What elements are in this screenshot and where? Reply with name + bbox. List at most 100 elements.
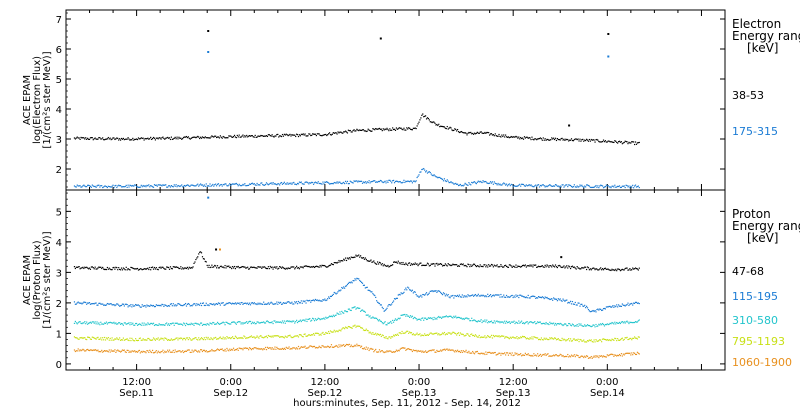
- proton-series-2-point: [376, 319, 379, 321]
- proton-series-0-point: [505, 265, 508, 268]
- electron-series-1-point: [504, 183, 506, 185]
- electron-series-1-point: [510, 183, 512, 186]
- proton-series-3-point: [482, 336, 484, 338]
- proton-series-4-point: [535, 354, 537, 356]
- electron-series-0-point: [599, 141, 601, 143]
- electron-series-1-point: [73, 185, 76, 187]
- proton-series-3-point: [282, 336, 285, 338]
- proton-series-2-point: [593, 324, 595, 326]
- proton-series-1-point: [479, 295, 481, 297]
- proton-series-2-point: [109, 321, 111, 323]
- proton-series-2-point: [247, 322, 249, 324]
- proton-series-3-point: [150, 339, 152, 341]
- proton-series-0-point: [179, 267, 181, 270]
- electron-series-1-point: [612, 185, 614, 187]
- proton-series-3-point: [112, 339, 114, 341]
- proton-series-3-point: [365, 328, 367, 330]
- proton-series-1-point: [509, 296, 511, 298]
- proton-series-2-point: [263, 321, 265, 323]
- electron-series-0-point: [115, 138, 117, 140]
- proton-series-2-point: [573, 325, 575, 327]
- electron-series-0-point: [481, 132, 483, 134]
- proton-series-4-point: [489, 351, 491, 353]
- electron-series-1-point: [636, 185, 639, 188]
- proton-series-1-point: [320, 300, 322, 302]
- proton-series-4-point: [526, 354, 528, 356]
- proton-series-1-point: [489, 295, 491, 297]
- proton-series-4-point: [411, 350, 414, 353]
- proton-series-3-point: [489, 336, 491, 338]
- proton-series-2-point: [221, 322, 223, 324]
- electron-series-0-point: [91, 137, 93, 139]
- proton-series-0-point: [381, 263, 383, 265]
- electron-series-0-point: [340, 131, 342, 133]
- electron-series-0-point: [182, 137, 184, 140]
- electron-series-0-point: [216, 136, 218, 139]
- electron-series-0-point: [162, 136, 164, 138]
- proton-series-4-point: [95, 349, 97, 351]
- proton-series-0-point: [328, 264, 331, 267]
- proton-series-2-point: [546, 323, 548, 325]
- electron-series-1-point: [441, 178, 443, 180]
- proton-series-2-point: [388, 322, 390, 325]
- proton-series-1-point: [122, 303, 124, 305]
- proton-series-4-point: [307, 347, 309, 349]
- proton-series-2-point: [543, 322, 545, 325]
- proton-series-4-point: [509, 352, 511, 354]
- proton-series-4-point: [160, 351, 162, 353]
- proton-series-0-point: [167, 266, 170, 269]
- electron-series-1-point: [554, 184, 557, 186]
- proton-series-1-point: [267, 302, 269, 304]
- electron-series-0-point: [371, 130, 373, 132]
- proton-series-1-point: [481, 295, 483, 297]
- proton-series-3-point: [310, 334, 312, 337]
- proton-series-0-point: [175, 266, 177, 268]
- proton-series-2-point: [637, 320, 639, 322]
- electron-series-0-point: [303, 134, 305, 136]
- proton-series-3-point: [83, 337, 85, 339]
- electron-series-1-point: [146, 184, 148, 187]
- electron-series-1-point: [530, 184, 532, 186]
- proton-series-4-point: [407, 348, 409, 350]
- proton-series-2-point: [183, 322, 185, 324]
- proton-series-1-point: [392, 300, 395, 302]
- proton-series-4-point: [439, 350, 441, 352]
- proton-series-2-point: [469, 320, 471, 322]
- electron-series-1-point: [106, 186, 108, 189]
- proton-series-3-point: [225, 338, 227, 340]
- electron-series-0-point: [105, 138, 108, 140]
- electron-series-1-point: [505, 183, 508, 185]
- electron-series-1-point: [296, 183, 298, 186]
- electron-series-0-point: [596, 138, 598, 141]
- proton-series-4-point: [186, 349, 189, 351]
- electron-series-0-point: [328, 132, 331, 134]
- proton-series-2-point: [238, 321, 240, 323]
- proton-series-1-point: [407, 286, 409, 288]
- proton-series-1-point: [245, 302, 247, 304]
- proton-series-4-point: [522, 354, 525, 356]
- proton-series-1-point: [87, 302, 89, 304]
- electron-series-0-point: [305, 135, 307, 137]
- proton-series-0-point: [378, 261, 381, 263]
- proton-series-3-point: [190, 339, 192, 341]
- proton-series-3-point: [590, 339, 592, 341]
- electron-series-1-point: [95, 186, 97, 188]
- proton-series-1-point: [139, 306, 141, 308]
- proton-series-1-point: [174, 304, 176, 306]
- proton-series-1-point: [340, 289, 342, 291]
- proton-series-4-point: [73, 349, 76, 351]
- electron-series-0-point: [150, 136, 152, 139]
- proton-series-1-point: [395, 297, 398, 299]
- proton-series-0-point: [529, 264, 531, 266]
- proton-series-1-point: [241, 301, 243, 304]
- proton-series-2-point: [565, 323, 567, 325]
- proton-series-3-point: [266, 337, 269, 339]
- proton-series-2-point: [426, 318, 429, 320]
- electron-series-0-point: [563, 138, 565, 140]
- electron-series-0-point: [384, 128, 386, 130]
- proton-series-3-point: [81, 336, 83, 339]
- electron-series-0-point: [496, 135, 498, 137]
- proton-series-0-point: [293, 266, 295, 268]
- proton-series-0-point: [151, 266, 153, 269]
- proton-series-0-point: [362, 257, 365, 259]
